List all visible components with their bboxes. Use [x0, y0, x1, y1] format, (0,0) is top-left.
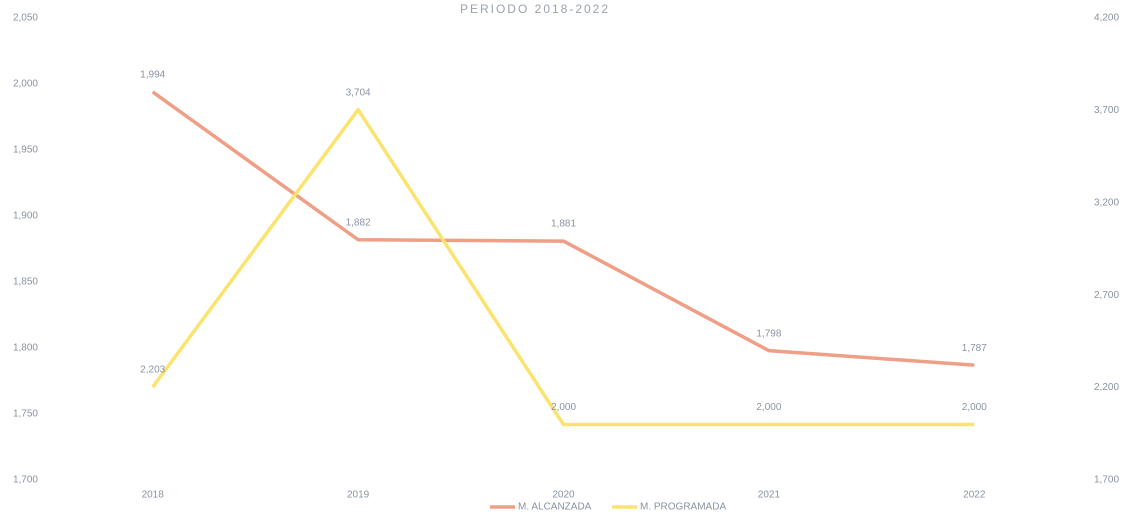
data-label: 1,787 [962, 343, 987, 354]
y2-tick-label: 1,700 [1094, 475, 1119, 486]
y2-tick-label: 4,200 [1094, 13, 1119, 24]
data-label: 1,881 [551, 219, 576, 230]
y-tick-label: 2,000 [13, 79, 38, 90]
data-label: 3,704 [346, 87, 371, 98]
data-label: 1,882 [346, 217, 371, 228]
data-label: 2,000 [756, 402, 781, 413]
x-tick-label: 2021 [758, 490, 781, 501]
y-tick-label: 1,750 [13, 409, 38, 420]
data-label: 2,000 [551, 402, 576, 413]
data-label: 2,203 [140, 365, 165, 376]
x-tick-label: 2018 [142, 490, 165, 501]
chart-title: PERIODO 2018-2022 [460, 2, 610, 16]
y-tick-label: 1,850 [13, 277, 38, 288]
legend-label: M. PROGRAMADA [640, 502, 726, 513]
x-tick-label: 2020 [552, 490, 575, 501]
y2-tick-label: 3,700 [1094, 105, 1119, 116]
series-line [151, 107, 975, 427]
series-line [151, 90, 975, 367]
y-tick-label: 1,900 [13, 211, 38, 222]
x-tick-label: 2019 [347, 490, 370, 501]
x-tick-label: 2022 [963, 490, 986, 501]
y-tick-label: 1,950 [13, 145, 38, 156]
y2-tick-label: 2,200 [1094, 382, 1119, 393]
data-label: 1,798 [756, 328, 781, 339]
data-label: 2,000 [962, 402, 987, 413]
legend-label: M. ALCANZADA [518, 502, 592, 513]
y-tick-label: 2,050 [13, 13, 38, 24]
y2-tick-label: 2,700 [1094, 290, 1119, 301]
y2-tick-label: 3,200 [1094, 197, 1119, 208]
data-label: 1,994 [140, 70, 165, 81]
y-tick-label: 1,800 [13, 343, 38, 354]
y-tick-label: 1,700 [13, 475, 38, 486]
